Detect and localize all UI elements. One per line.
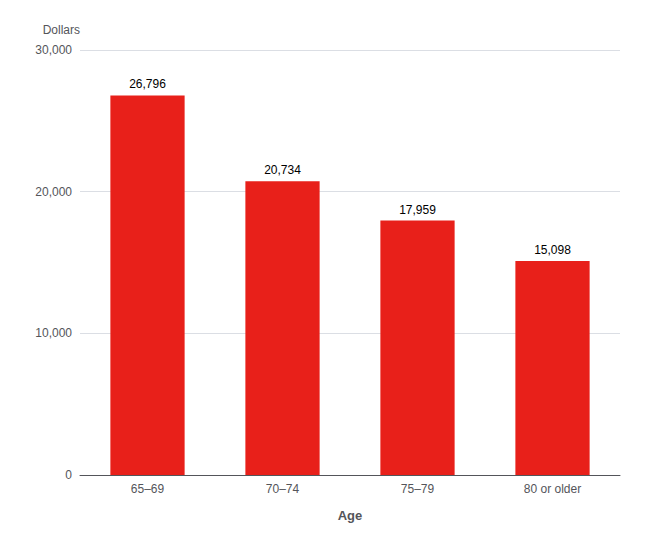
svg-text:70–74: 70–74	[266, 482, 300, 496]
svg-text:75–79: 75–79	[401, 482, 435, 496]
svg-text:26,796: 26,796	[129, 77, 166, 91]
svg-text:20,734: 20,734	[264, 163, 301, 177]
svg-text:17,959: 17,959	[399, 203, 436, 217]
svg-text:65–69: 65–69	[131, 482, 165, 496]
svg-text:30,000: 30,000	[35, 43, 72, 57]
svg-text:20,000: 20,000	[35, 185, 72, 199]
svg-text:15,098: 15,098	[534, 243, 571, 257]
svg-text:Age: Age	[338, 508, 363, 523]
svg-text:10,000: 10,000	[35, 326, 72, 340]
svg-text:0: 0	[65, 468, 72, 482]
svg-text:Dollars: Dollars	[43, 23, 80, 37]
svg-text:80 or older: 80 or older	[524, 482, 581, 496]
